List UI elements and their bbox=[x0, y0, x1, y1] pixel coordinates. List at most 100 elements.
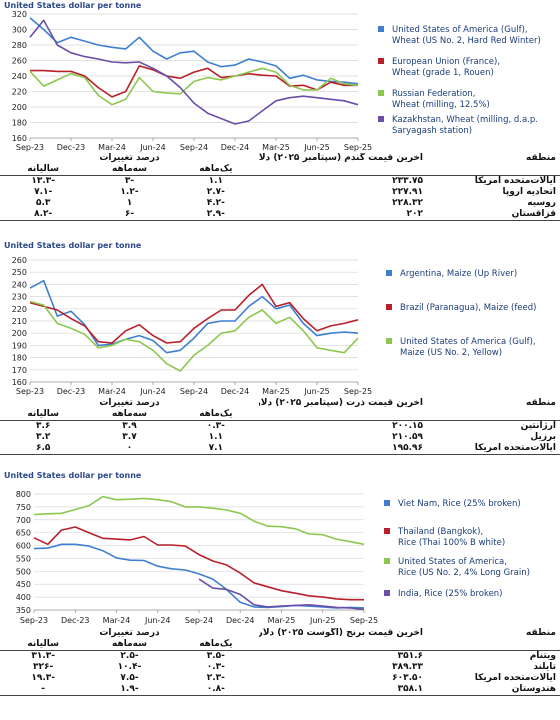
table-row: آرژانتین ۲۰۰.۱۵ -۰.۳ ۳.۹ ۳.۶ bbox=[0, 421, 560, 433]
table-cell-3m: ۳.۹ bbox=[122, 421, 137, 431]
legend-entry: Brazil (Paranagua), Maize (feed) bbox=[400, 303, 536, 313]
y-tick-label: 220 bbox=[12, 305, 27, 314]
wheat-table: منطقه آخرین قیمت گندم (سپتامبر ۲۰۲۵) دلا… bbox=[0, 153, 560, 221]
rice-table: منطقه آخرین قیمت برنج (آگوست ۲۰۲۵) دلار/… bbox=[0, 628, 560, 696]
wheat-header-price: آخرین قیمت گندم (سپتامبر ۲۰۲۵) دلار/تن bbox=[259, 153, 423, 163]
maize-price-chart: United States dollar per tonne 160 170 180 1… bbox=[4, 241, 536, 396]
table-cell-1m: -۳.۵ bbox=[206, 651, 225, 661]
rice-header-3m: سه‌ماهه bbox=[112, 639, 147, 649]
table-cell-price: ۲۳۳.۷۵ bbox=[392, 176, 423, 186]
legend-entry: Argentina, Maize (Up River) bbox=[400, 269, 517, 279]
maize-header-price: آخرین قیمت ذرت (سپتامبر ۲۰۲۵) دلار/تن bbox=[259, 398, 423, 408]
wheat-header-1y: سالیانه bbox=[27, 164, 59, 174]
x-tick-label: Dec-24 bbox=[221, 387, 250, 396]
series-line bbox=[29, 283, 359, 344]
series-line bbox=[29, 17, 359, 85]
y-tick-label: 180 bbox=[12, 119, 27, 128]
table-cell-1m: ۱.۱ bbox=[208, 432, 224, 442]
y-tick-label: 700 bbox=[16, 516, 31, 525]
table-cell-region: قزاقستان bbox=[511, 209, 556, 219]
table-cell-price: ۲۲۷.۹۱ bbox=[392, 187, 423, 197]
y-tick-label: 280 bbox=[12, 41, 27, 50]
rice-header-1y: سالیانه bbox=[27, 639, 59, 649]
maize-header-1y: سالیانه bbox=[27, 409, 59, 419]
legend-swatch bbox=[384, 558, 390, 564]
table-cell-1m: ۷.۱ bbox=[208, 443, 224, 453]
table-row: برزیل ۲۱۰.۵۹ ۱.۱ ۳.۷ ۳.۲ bbox=[0, 432, 560, 443]
rice-header-region: منطقه bbox=[526, 628, 556, 638]
y-tick-label: 210 bbox=[12, 317, 27, 326]
series-line bbox=[29, 67, 359, 106]
table-cell-1y: ۳.۲ bbox=[35, 432, 51, 442]
series-line bbox=[33, 543, 365, 609]
table-cell-1y: ۵.۳ bbox=[35, 198, 51, 208]
maize-table: منطقه آخرین قیمت ذرت (سپتامبر ۲۰۲۵) دلار… bbox=[0, 398, 560, 455]
x-tick-label: Sep-25 bbox=[350, 616, 378, 625]
y-tick-label: 230 bbox=[12, 293, 27, 302]
table-cell-price: ۲۰۲ bbox=[406, 209, 423, 219]
maize-header-change: درصد تغییرات bbox=[99, 398, 160, 408]
table-row: روسیه ۲۲۸.۳۲ -۴.۲ ۱ ۵.۳ bbox=[0, 198, 560, 209]
series-line bbox=[29, 300, 359, 372]
x-tick-label: Sep-24 bbox=[185, 616, 213, 625]
table-cell-1m: ۱.۱ bbox=[208, 176, 224, 186]
x-tick-label: Dec-24 bbox=[226, 616, 255, 625]
x-tick-label: Mar-24 bbox=[103, 616, 131, 625]
legend-swatch bbox=[378, 90, 384, 96]
table-cell-3m: ۳.۷ bbox=[122, 432, 137, 442]
x-tick-label: Jun-24 bbox=[139, 143, 166, 152]
table-cell-3m: -۳ bbox=[124, 176, 135, 186]
table-cell-1m: -۰.۸ bbox=[206, 684, 225, 694]
legend-entry: Wheat (milling, 12.5%) bbox=[392, 100, 490, 110]
wheat-header-3m: سه‌ماهه bbox=[112, 164, 147, 174]
table-cell-1m: -۰.۳ bbox=[206, 662, 225, 672]
rice-header-price: آخرین قیمت برنج (آگوست ۲۰۲۵) دلار/تن bbox=[259, 628, 423, 638]
table-cell-1y: ۶.۵ bbox=[35, 443, 51, 453]
legend-swatch bbox=[384, 500, 390, 506]
table-cell-1y: -۸.۲ bbox=[34, 209, 53, 219]
y-tick-label: 450 bbox=[16, 580, 31, 589]
table-cell-price: ۲۱۰.۵۹ bbox=[392, 432, 423, 442]
legend-swatch bbox=[378, 116, 384, 122]
legend-entry: United States of America (Gulf), bbox=[392, 25, 528, 35]
y-tick-label: 350 bbox=[16, 606, 31, 615]
y-tick-label: 220 bbox=[12, 88, 27, 97]
table-cell-price: ۲۲۸.۳۲ bbox=[392, 198, 423, 208]
x-tick-label: Sep-23 bbox=[16, 387, 44, 396]
x-tick-label: Mar-25 bbox=[262, 143, 290, 152]
x-tick-label: Jun-25 bbox=[303, 387, 330, 396]
rice-header-1m: یک‌ماهه bbox=[199, 639, 233, 649]
rice-chart-panel: United States dollar per tonne 350 400 450 5… bbox=[0, 468, 560, 628]
y-tick-label: 160 bbox=[12, 378, 27, 387]
wheat-price-chart: United States dollar per tonne 160 180 200 2… bbox=[4, 1, 541, 152]
table-cell-region: ایالات‌متحده آمریکا bbox=[474, 443, 556, 453]
legend-swatch bbox=[384, 528, 390, 534]
table-cell-region: تایلند bbox=[533, 662, 556, 672]
x-tick-label: Sep-25 bbox=[344, 143, 372, 152]
y-tick-label: 200 bbox=[12, 103, 27, 112]
legend-entry: Maize (US No. 2, Yellow) bbox=[400, 348, 502, 358]
y-tick-label: 550 bbox=[16, 554, 31, 563]
x-tick-label: Sep-23 bbox=[20, 616, 48, 625]
x-tick-label: Jun-25 bbox=[309, 616, 336, 625]
table-cell-3m: -۱.۹ bbox=[120, 684, 139, 694]
series-line bbox=[29, 279, 359, 354]
maize-header-1m: یک‌ماهه bbox=[199, 409, 233, 419]
table-row: ایالات‌متحده آمریکا ۱۹۵.۹۶ ۷.۱ ۰ ۶.۵ bbox=[0, 443, 560, 455]
legend-swatch bbox=[386, 304, 392, 310]
table-cell-price: ۳۵۱.۶ bbox=[397, 651, 423, 661]
table-cell-1y: - bbox=[41, 684, 46, 694]
table-cell-3m: -۱.۲ bbox=[120, 187, 139, 197]
x-tick-label: Mar-25 bbox=[262, 387, 290, 396]
unit-label: United States dollar per tonne bbox=[4, 471, 142, 480]
legend-swatch bbox=[384, 590, 390, 596]
maize-header-region: منطقه bbox=[526, 398, 556, 408]
legend-entry: European Union (France), bbox=[392, 57, 500, 67]
x-tick-label: Mar-24 bbox=[98, 143, 126, 152]
legend-swatch bbox=[378, 26, 384, 32]
table-cell-price: ۳۸۹.۳۳ bbox=[392, 662, 423, 672]
legend-swatch bbox=[386, 270, 392, 276]
maize-chart-panel: United States dollar per tonne 160 170 180 1… bbox=[0, 240, 560, 398]
table-cell-region: اتحادیه اروپا bbox=[502, 187, 556, 197]
y-tick-label: 180 bbox=[12, 354, 27, 363]
